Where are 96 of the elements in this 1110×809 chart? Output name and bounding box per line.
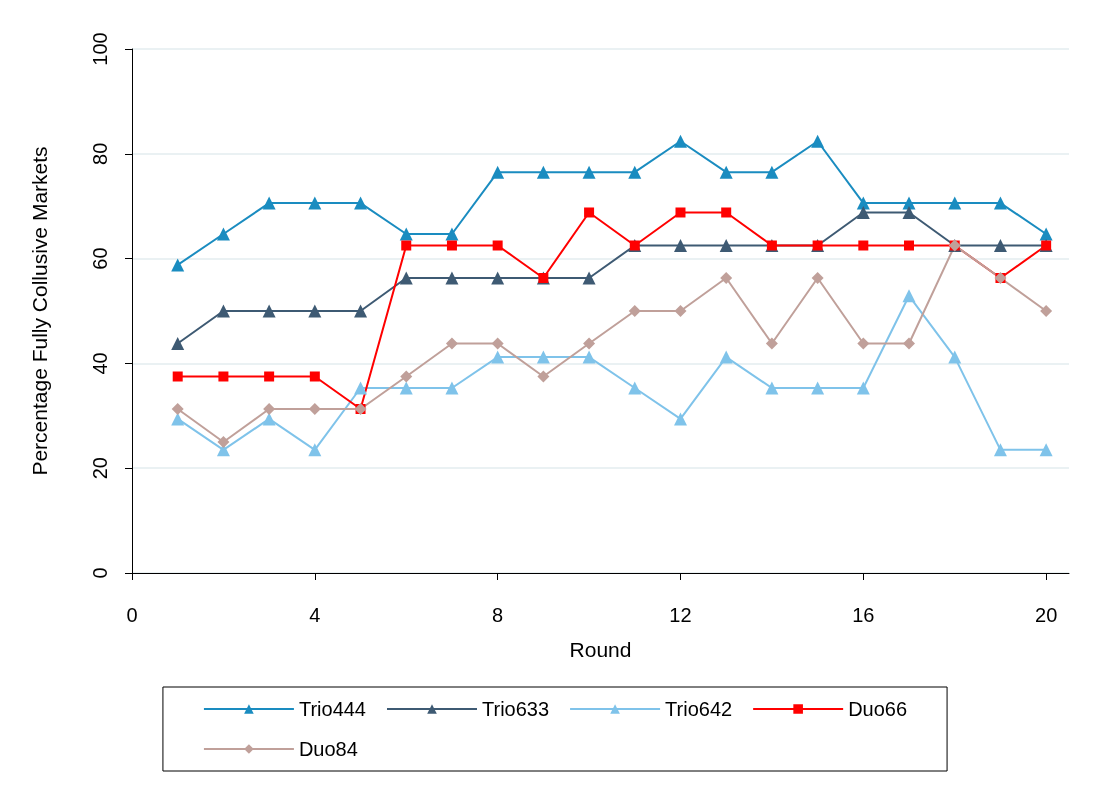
point: [584, 207, 595, 218]
point: [858, 240, 869, 251]
point: [491, 350, 505, 364]
point: [673, 239, 687, 252]
point: [857, 337, 870, 350]
point: [446, 240, 457, 251]
point: [399, 381, 413, 395]
point: [582, 271, 596, 285]
point: [765, 165, 779, 179]
point: [856, 196, 870, 210]
point: [993, 239, 1007, 252]
point: [216, 304, 230, 318]
point: [582, 165, 596, 179]
point: [811, 271, 824, 284]
point: [583, 337, 596, 350]
point: [948, 350, 962, 364]
point: [628, 305, 641, 317]
point: [811, 381, 825, 395]
point: [674, 305, 687, 317]
point: [491, 271, 505, 285]
y-tick-label: 40: [89, 352, 111, 375]
y-tick-label: 100: [89, 32, 111, 66]
point: [721, 207, 732, 218]
x-tick-label: 8: [492, 604, 504, 626]
x-axis-title: Round: [569, 638, 632, 661]
point: [1039, 227, 1053, 241]
point: [811, 134, 825, 148]
legend-label: Trio642: [665, 698, 733, 720]
point: [308, 443, 322, 457]
x-tick-label: 4: [309, 604, 321, 626]
y-tick-label: 20: [89, 457, 111, 480]
point: [628, 165, 642, 179]
point: [492, 240, 503, 251]
point: [491, 337, 504, 350]
point: [445, 227, 459, 241]
point: [993, 443, 1007, 457]
point: [536, 350, 550, 364]
point: [309, 371, 320, 382]
point: [536, 165, 550, 179]
point: [948, 196, 962, 210]
point: [171, 402, 184, 415]
x-tick-label: 16: [852, 604, 875, 626]
point: [993, 196, 1007, 210]
y-tick-label: 80: [89, 142, 111, 165]
point: [308, 304, 322, 318]
y-tick-label: 0: [89, 567, 111, 579]
point: [264, 371, 275, 382]
point: [354, 381, 368, 395]
point: [216, 227, 230, 241]
point: [445, 271, 459, 285]
point: [171, 336, 185, 350]
point: [719, 350, 733, 364]
point: [445, 381, 459, 395]
point: [172, 371, 183, 382]
point: [720, 271, 733, 284]
point: [537, 370, 550, 383]
point: [628, 381, 642, 395]
point: [354, 304, 368, 318]
point: [218, 371, 229, 382]
point: [765, 381, 779, 395]
point: [719, 165, 733, 179]
point: [401, 240, 412, 251]
point: [719, 239, 733, 252]
legend-label: Duo84: [298, 738, 358, 760]
legend-label: Trio444: [298, 698, 366, 720]
x-tick-label: 0: [126, 604, 138, 626]
y-tick-label: 60: [89, 247, 111, 270]
point: [171, 258, 185, 272]
point: [445, 337, 458, 350]
point: [262, 196, 276, 210]
point: [1040, 305, 1053, 317]
point: [904, 240, 915, 251]
point: [491, 165, 505, 179]
point: [903, 337, 916, 350]
point: [308, 196, 322, 210]
point: [675, 207, 686, 218]
point: [399, 271, 413, 285]
point: [1039, 443, 1053, 457]
x-tick-label: 20: [1035, 604, 1058, 626]
point: [354, 196, 368, 210]
point: [673, 134, 687, 148]
point: [400, 370, 413, 383]
x-tick-label: 12: [669, 604, 692, 626]
point: [582, 350, 596, 364]
y-axis-title: Percentage Fully Collusive Markets: [28, 146, 51, 476]
point: [856, 381, 870, 395]
legend-label: Duo66: [848, 698, 908, 720]
legend-label: Trio633: [482, 698, 550, 720]
point: [673, 412, 687, 426]
point: [217, 436, 230, 448]
point: [856, 205, 870, 219]
point: [399, 227, 413, 241]
point: [765, 337, 778, 350]
point: [902, 289, 916, 303]
point: [262, 304, 276, 318]
point: [902, 205, 916, 219]
